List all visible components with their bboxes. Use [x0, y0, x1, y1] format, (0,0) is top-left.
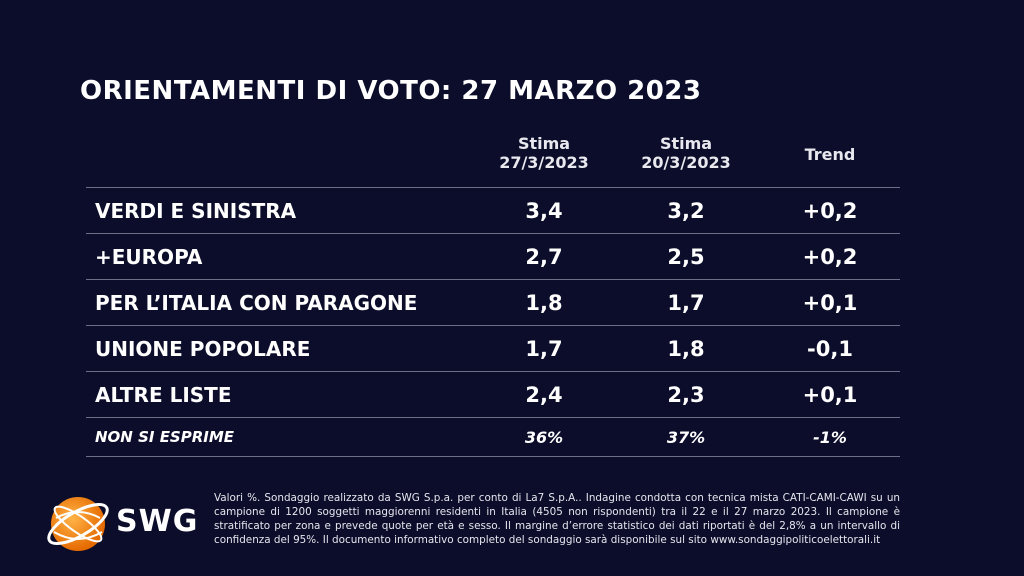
value-current: 3,4: [525, 198, 563, 223]
table-row: PER L’ITALIA CON PARAGONE 1,8 1,7 +0,1: [86, 279, 900, 325]
column-header-current: Stima 27/3/2023: [469, 134, 619, 172]
column-header-trend: Trend: [755, 145, 905, 164]
poll-table: VERDI E SINISTRA 3,4 3,2 +0,2 +EUROPA 2,…: [86, 187, 900, 457]
column-header-previous: Stima 20/3/2023: [611, 134, 761, 172]
value-trend: +0,2: [802, 244, 858, 269]
row-label: UNIONE POPOLARE: [95, 336, 311, 361]
value-previous: 1,8: [667, 336, 705, 361]
value-previous: 2,3: [667, 382, 705, 407]
swg-globe-icon: [47, 497, 109, 551]
value-previous: 3,2: [667, 198, 705, 223]
page-title: ORIENTAMENTI DI VOTO: 27 MARZO 2023: [80, 76, 702, 106]
table-row: VERDI E SINISTRA 3,4 3,2 +0,2: [86, 187, 900, 233]
value-trend: +0,2: [802, 198, 858, 223]
value-current: 36%: [524, 427, 564, 447]
column-header-previous-line1: Stima: [659, 134, 713, 153]
logo-text: SWG: [116, 504, 199, 539]
table-row: NON SI ESPRIME 36% 37% -1%: [86, 417, 900, 457]
value-previous: 37%: [666, 427, 706, 447]
column-header-current-line2: 27/3/2023: [499, 153, 589, 172]
value-trend: -1%: [813, 427, 847, 447]
value-current: 2,4: [525, 382, 563, 407]
table-row: +EUROPA 2,7 2,5 +0,2: [86, 233, 900, 279]
row-label: +EUROPA: [95, 244, 203, 269]
column-header-current-line1: Stima: [517, 134, 571, 153]
value-current: 1,7: [525, 336, 563, 361]
column-header-previous-line2: 20/3/2023: [641, 153, 731, 172]
methodology-note: Valori %. Sondaggio realizzato da SWG S.…: [214, 492, 900, 546]
row-label: NON SI ESPRIME: [95, 428, 235, 446]
column-header-trend-line1: Trend: [804, 145, 856, 164]
row-label: PER L’ITALIA CON PARAGONE: [95, 290, 418, 315]
value-previous: 2,5: [667, 244, 705, 269]
value-current: 2,7: [525, 244, 563, 269]
value-trend: +0,1: [802, 290, 858, 315]
row-label: ALTRE LISTE: [95, 382, 232, 407]
value-previous: 1,7: [667, 290, 705, 315]
value-current: 1,8: [525, 290, 563, 315]
table-row: ALTRE LISTE 2,4 2,3 +0,1: [86, 371, 900, 417]
value-trend: -0,1: [807, 336, 853, 361]
value-trend: +0,1: [802, 382, 858, 407]
row-label: VERDI E SINISTRA: [95, 198, 297, 223]
table-row: UNIONE POPOLARE 1,7 1,8 -0,1: [86, 325, 900, 371]
